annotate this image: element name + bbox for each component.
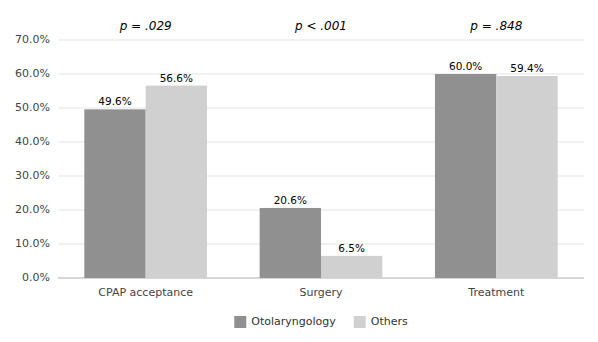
- legend: Otolaryngology Others: [234, 315, 408, 328]
- x-tick-label: Surgery: [299, 286, 343, 299]
- annotation: p = .029: [119, 19, 172, 33]
- y-tick-label: 50.0%: [15, 101, 50, 114]
- legend-swatch: [354, 316, 366, 328]
- legend-label: Others: [371, 315, 408, 328]
- y-tick-label: 60.0%: [15, 67, 50, 80]
- grid-line: [58, 74, 584, 75]
- bars: [84, 74, 557, 278]
- x-tick-label: Treatment: [467, 286, 525, 299]
- bar: [260, 208, 321, 278]
- y-tick-label: 70.0%: [15, 33, 50, 46]
- chart: 0.0% 10.0% 20.0% 30.0% 40.0% 50.0% 60.0% 70.0% 4…: [0, 0, 598, 342]
- data-label: 20.6%: [274, 194, 307, 206]
- bar: [496, 76, 557, 278]
- grid: [58, 40, 584, 278]
- annotation: p < .001: [294, 19, 347, 33]
- annotation: p = .848: [469, 19, 522, 33]
- y-tick-label: 40.0%: [15, 135, 50, 148]
- x-tick-label: CPAP acceptance: [98, 286, 193, 299]
- y-tick-label: 20.0%: [15, 203, 50, 216]
- bar: [435, 74, 496, 278]
- bar: [146, 86, 207, 278]
- y-tick-label: 0.0%: [22, 271, 50, 284]
- bar: [321, 256, 382, 278]
- y-tick-label: 10.0%: [15, 237, 50, 250]
- legend-swatch: [234, 316, 246, 328]
- grid-line: [58, 40, 584, 41]
- bar: [84, 109, 145, 278]
- data-label: 6.5%: [338, 242, 365, 254]
- y-tick-label: 30.0%: [15, 169, 50, 182]
- data-label: 49.6%: [98, 95, 131, 107]
- data-label: 56.6%: [160, 72, 193, 84]
- legend-label: Otolaryngology: [251, 315, 336, 328]
- data-label: 60.0%: [449, 60, 482, 72]
- data-label: 59.4%: [510, 62, 543, 74]
